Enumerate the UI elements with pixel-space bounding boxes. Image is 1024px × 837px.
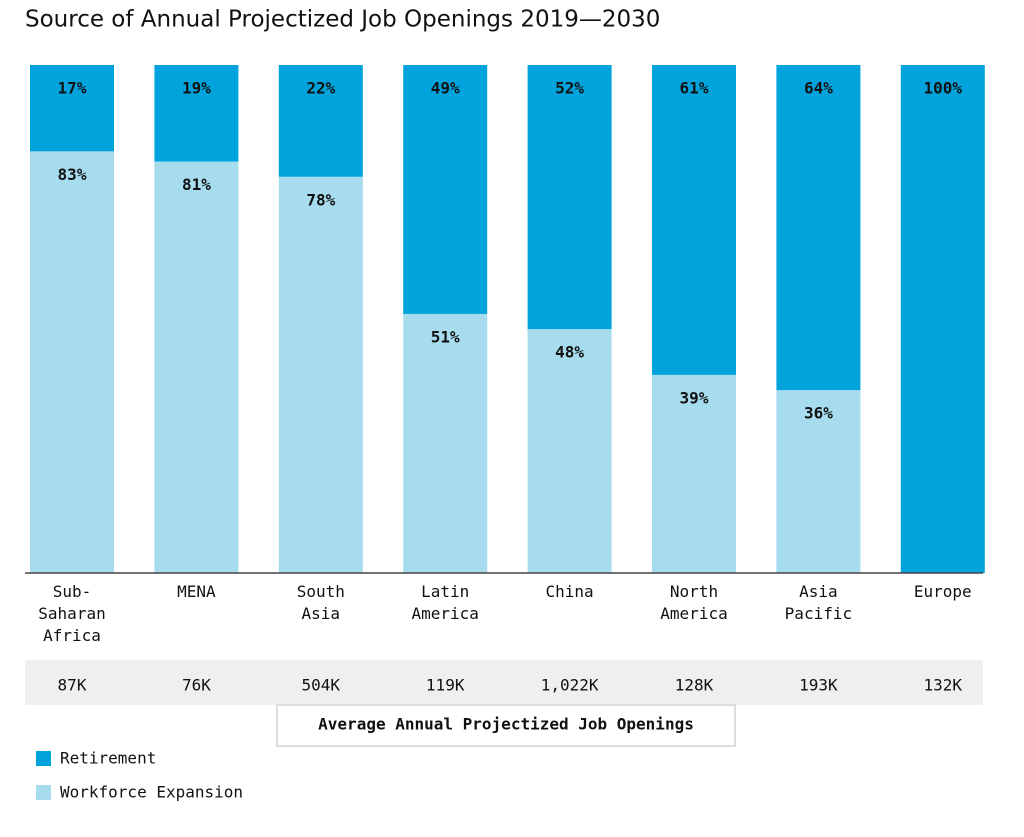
openings-caption: Average Annual Projectized Job Openings — [318, 715, 694, 734]
bar-segment — [278, 176, 363, 573]
value-label: 36% — [804, 404, 833, 423]
bar-segment — [403, 65, 488, 314]
openings-band — [25, 660, 983, 705]
x-tick-label: Sub-Saharan Africa — [38, 582, 105, 645]
bar-segment — [527, 65, 612, 330]
bar-segment — [30, 151, 114, 574]
value-label: 49% — [431, 79, 460, 98]
value-label: 52% — [555, 79, 584, 98]
value-label: 61% — [680, 79, 709, 98]
x-tick-label: Europe — [914, 582, 972, 601]
openings-value: 76K — [182, 676, 211, 695]
value-label: 19% — [182, 79, 211, 98]
openings-caption-box — [276, 704, 736, 747]
legend-label: Retirement — [60, 749, 156, 768]
bar-segment — [776, 65, 861, 391]
x-tick-label: Asia Pacific — [785, 582, 852, 623]
bar-segment — [154, 65, 239, 162]
value-label: 100% — [924, 79, 963, 98]
openings-value: 119K — [426, 676, 465, 695]
x-tick-label: Latin America — [411, 582, 478, 623]
legend-swatch — [36, 785, 51, 800]
bar-segment — [154, 161, 239, 573]
bar-segment — [30, 65, 114, 152]
bar-segment — [278, 65, 363, 177]
openings-value: 504K — [302, 676, 341, 695]
legend-label: Workforce Expansion — [60, 783, 243, 802]
value-label: 39% — [680, 388, 709, 407]
openings-value: 1,022K — [541, 676, 599, 695]
x-tick-label: North America — [660, 582, 727, 623]
value-label: 22% — [306, 79, 335, 98]
value-label: 48% — [555, 343, 584, 362]
value-label: 51% — [431, 327, 460, 346]
bar-segment — [900, 65, 985, 573]
bar-segment — [652, 65, 736, 375]
bar-segment — [527, 329, 612, 573]
bar-segment — [403, 313, 488, 573]
openings-value: 128K — [675, 676, 714, 695]
x-tick-label: MENA — [177, 582, 216, 601]
x-tick-label: China — [546, 582, 594, 601]
chart-title: Source of Annual Projectized Job Opening… — [25, 7, 660, 33]
openings-value: 132K — [924, 676, 963, 695]
value-label: 64% — [804, 79, 833, 98]
value-label: 17% — [58, 79, 87, 98]
legend-swatch — [36, 751, 51, 766]
bar-segment — [652, 374, 736, 573]
value-label: 81% — [182, 175, 211, 194]
value-label: 78% — [306, 190, 335, 209]
x-tick-label: South Asia — [297, 582, 345, 623]
openings-value: 193K — [799, 676, 838, 695]
openings-value: 87K — [58, 676, 87, 695]
bar-segment — [776, 390, 861, 573]
value-label: 83% — [58, 165, 87, 184]
